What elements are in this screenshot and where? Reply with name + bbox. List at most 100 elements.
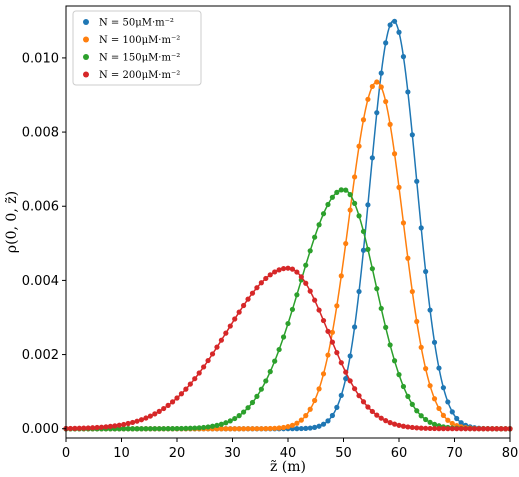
series-2-point	[245, 426, 251, 432]
series-3-point	[405, 393, 411, 399]
series-2-point	[414, 318, 420, 325]
series-2-point	[298, 417, 304, 423]
series-3-point	[289, 306, 296, 313]
series-4-point	[143, 415, 149, 421]
series-4-point	[356, 393, 362, 399]
series-4-point	[471, 426, 478, 432]
series-4-point	[214, 344, 220, 350]
series-3-point	[280, 334, 287, 340]
series-1-point	[400, 54, 407, 60]
series-3-point	[409, 401, 415, 407]
series-2-point	[343, 240, 349, 247]
series-4-point	[494, 426, 500, 432]
x-axis-label: z̃ (m)	[270, 459, 306, 475]
series-4-point	[360, 399, 367, 405]
series-1-point	[294, 426, 300, 432]
series-2-point	[347, 207, 353, 213]
series-4-point	[249, 290, 256, 296]
series-3-point	[147, 426, 153, 432]
series-3-point	[192, 425, 198, 431]
series-4-point	[236, 309, 242, 315]
series-2-point	[294, 420, 300, 426]
series-4-point	[440, 426, 446, 432]
series-3-point	[130, 426, 136, 432]
series-3-point	[285, 320, 291, 327]
series-4-point	[227, 323, 233, 329]
series-2-point	[374, 79, 380, 85]
series-2-point	[360, 117, 367, 123]
series-4-point	[218, 337, 224, 343]
series-4-point	[463, 426, 469, 432]
series-4-point	[130, 419, 136, 426]
series-1-point	[334, 404, 340, 410]
y-tick-label: 0.008	[22, 126, 59, 141]
series-3-point	[214, 422, 220, 428]
series-2-point	[418, 344, 424, 350]
series-4-point	[391, 421, 398, 427]
series-4-point	[276, 267, 282, 273]
legend-label: N = 200μM·m⁻²	[99, 70, 180, 81]
series-1-point	[369, 155, 375, 161]
series-3-point	[205, 424, 211, 430]
series-4-line	[65, 267, 510, 430]
series-3-point	[143, 426, 149, 432]
series-2-point	[312, 397, 318, 404]
series-3-point	[227, 418, 233, 424]
series-3-point	[201, 424, 207, 431]
series-4-point	[125, 420, 131, 427]
series-4-point	[303, 280, 309, 286]
legend-label: N = 150μM·m⁻²	[99, 53, 180, 64]
series-3-point	[236, 413, 242, 419]
series-3-point	[414, 408, 420, 414]
series-4-point	[400, 423, 407, 429]
x-tick-label: 80	[502, 446, 519, 461]
series-4-point	[169, 399, 176, 405]
legend-label: N = 50μM·m⁻²	[99, 18, 174, 29]
series-1-point	[383, 40, 389, 46]
series-1-point	[312, 424, 318, 430]
series-1-point	[338, 392, 344, 398]
series-4-point	[427, 425, 433, 432]
series-4-point	[347, 378, 353, 384]
series-4-point	[183, 386, 189, 392]
series-3-point	[320, 211, 327, 217]
series-4-point	[476, 426, 482, 432]
series-3-point	[249, 399, 256, 406]
series-4-point	[343, 369, 349, 375]
series-3-point	[258, 386, 264, 392]
series-2	[63, 79, 513, 432]
series-2-point	[383, 98, 389, 105]
series-2-point	[218, 426, 224, 432]
x-tick-label: 10	[113, 446, 130, 461]
series-1-point	[374, 110, 380, 116]
series-4-point	[209, 351, 216, 357]
series-4-point	[445, 426, 451, 432]
series-2-point	[405, 255, 411, 261]
series-4-point	[312, 297, 318, 303]
series-4-point	[498, 426, 504, 432]
series-2-point	[232, 426, 238, 432]
series-2-point	[289, 422, 296, 428]
series-4-point	[480, 426, 486, 432]
series-4-point	[289, 266, 296, 272]
y-tick-label: 0.004	[22, 274, 59, 289]
series-4-point	[156, 408, 162, 414]
series-4-point	[223, 330, 229, 336]
series-3-point	[312, 234, 318, 240]
series-4-point	[174, 395, 180, 401]
series-4-point	[320, 317, 327, 324]
series-3-point	[254, 393, 260, 399]
series-3-point	[174, 425, 180, 432]
series-1-point	[391, 18, 398, 24]
y-tick-label: 0.000	[22, 422, 59, 437]
series-4-point	[103, 424, 109, 430]
series-2-point	[378, 84, 384, 90]
series-1-point	[418, 225, 424, 231]
series-3-point	[267, 369, 273, 375]
series-4-point	[329, 339, 335, 345]
series-3-point	[165, 426, 171, 432]
series-2-point	[254, 426, 260, 432]
series-1-point	[356, 288, 362, 295]
series-4-point	[254, 285, 260, 291]
x-tick-label: 70	[446, 446, 463, 461]
